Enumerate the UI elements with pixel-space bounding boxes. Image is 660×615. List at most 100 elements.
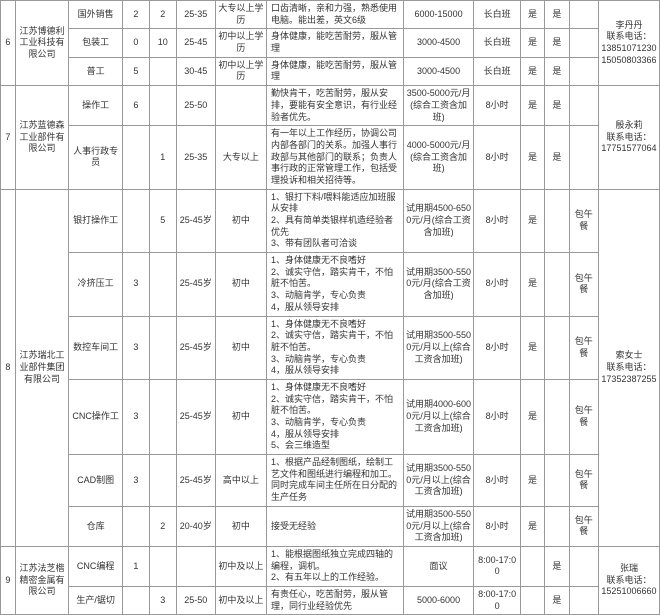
count-2 xyxy=(149,455,176,507)
flag-1: 是 xyxy=(520,86,544,126)
table-row: 7江苏蓝德森工业部件有限公司操作工625-50勤快肯干，吃苦耐劳，服从安排，要能… xyxy=(1,86,660,126)
age-range: 25-35 xyxy=(176,126,215,189)
contact: 张瑞联系电话：15251006660 xyxy=(598,546,659,614)
contact: 索女士联系电话：17352387255 xyxy=(598,189,659,546)
count-1: 0 xyxy=(123,29,150,57)
company-index: 9 xyxy=(1,546,16,614)
company-index: 6 xyxy=(1,1,16,86)
flag-2 xyxy=(545,455,569,507)
table-row: 人事行政专员125-35大专以上有一年以上工作经历，协调公司内部各部门的关系。加… xyxy=(1,126,660,189)
contact: 殷永莉联系电话：17751577064 xyxy=(598,86,659,190)
table-row: 包装工01025-45初中以上学历身体健康，能吃苦耐劳，服从管理3000-450… xyxy=(1,29,660,57)
flag-3: 包午餐 xyxy=(569,189,598,252)
shift: 8:00-17:00 xyxy=(474,546,520,586)
age-range: 25-50 xyxy=(176,586,215,614)
shift: 8小时 xyxy=(474,189,520,252)
job-title: 冷挤压工 xyxy=(69,253,123,316)
flag-2 xyxy=(545,253,569,316)
count-2: 1 xyxy=(149,126,176,189)
age-range xyxy=(176,546,215,586)
education: 初中 xyxy=(215,189,266,252)
flag-2: 是 xyxy=(545,1,569,29)
count-1: 3 xyxy=(123,316,150,379)
company-index: 8 xyxy=(1,189,16,546)
salary: 面议 xyxy=(403,546,474,586)
requirement: 身体健康，能吃苦耐劳，服从管理 xyxy=(267,29,404,57)
count-2: 2 xyxy=(149,506,176,546)
job-title: 银打操作工 xyxy=(69,189,123,252)
flag-3 xyxy=(569,57,598,85)
shift: 8小时 xyxy=(474,455,520,507)
requirement: 1、身体健康无不良嗜好2、诚实守信，踏实肯干，不怕脏不怕苦。3、动脑肯学，专心负… xyxy=(267,316,404,379)
flag-2 xyxy=(545,316,569,379)
flag-3: 包午餐 xyxy=(569,316,598,379)
count-1: 6 xyxy=(123,86,150,126)
salary: 试用期4000-6000元/月以上(综合工资含加班) xyxy=(403,379,474,454)
flag-3: 包午餐 xyxy=(569,379,598,454)
company-index: 7 xyxy=(1,86,16,190)
flag-1: 是 xyxy=(520,455,544,507)
requirement: 1、身体健康无不良嗜好2、诚实守信，踏实肯干，不怕脏不怕苦。3、动脑肯学，专心负… xyxy=(267,253,404,316)
requirement: 1、身体健康无不良嗜好2、诚实守信，踏实肯干，不怕脏不怕苦。3、动脑肯学，专心负… xyxy=(267,379,404,454)
count-2 xyxy=(149,57,176,85)
count-2 xyxy=(149,316,176,379)
flag-3 xyxy=(569,126,598,189)
shift: 8小时 xyxy=(474,126,520,189)
count-2 xyxy=(149,546,176,586)
flag-1: 是 xyxy=(520,126,544,189)
flag-1 xyxy=(520,546,544,586)
table-row: 冷挤压工325-45岁初中1、身体健康无不良嗜好2、诚实守信，踏实肯干，不怕脏不… xyxy=(1,253,660,316)
salary: 4000-5000元/月(综合工资含加班) xyxy=(403,126,474,189)
table-row: 9江苏法芝楷精密金属有限公司CNC编程1初中及以上1、能根据图纸独立完成四轴的编… xyxy=(1,546,660,586)
shift: 8小时 xyxy=(474,253,520,316)
shift: 8小时 xyxy=(474,379,520,454)
education: 初中 xyxy=(215,506,266,546)
flag-2: 是 xyxy=(545,546,569,586)
education: 高中以上 xyxy=(215,455,266,507)
table-row: 生产/锯切325-50初中及以上有责任心，吃苦耐劳，服从管理，同行业经验优先50… xyxy=(1,586,660,614)
count-1: 1 xyxy=(123,546,150,586)
table-row: CAD制图325-45岁高中以上1、根据产品经制图纸，绘制工艺文件和图纸进行编程… xyxy=(1,455,660,507)
job-title: 包装工 xyxy=(69,29,123,57)
salary: 试用期3500-5500元/月以上(综合工资含加班) xyxy=(403,506,474,546)
flag-1: 是 xyxy=(520,189,544,252)
education: 大专以上 xyxy=(215,126,266,189)
table-row: 普工530-45初中以上学历身体健康，能吃苦耐劳，服从管理3000-4500长白… xyxy=(1,57,660,85)
flag-2: 是 xyxy=(545,586,569,614)
flag-2: 是 xyxy=(545,86,569,126)
count-2: 3 xyxy=(149,586,176,614)
education: 初中 xyxy=(215,379,266,454)
requirement: 1、银打下料/喂料能适应加班服从安排2、具有简单类银样机造经验者优先3、带有团队… xyxy=(267,189,404,252)
age-range: 25-45岁 xyxy=(176,316,215,379)
salary: 5000-6000 xyxy=(403,586,474,614)
salary: 试用期3500-5500元/月(综合工资含加班) xyxy=(403,253,474,316)
salary: 3000-4500 xyxy=(403,29,474,57)
flag-1: 是 xyxy=(520,1,544,29)
flag-3: 包午餐 xyxy=(569,253,598,316)
count-2 xyxy=(149,379,176,454)
education: 初中 xyxy=(215,316,266,379)
education: 初中及以上 xyxy=(215,586,266,614)
flag-1: 是 xyxy=(520,57,544,85)
job-title: 操作工 xyxy=(69,86,123,126)
count-1 xyxy=(123,506,150,546)
table-row: CNC操作工325-45岁初中1、身体健康无不良嗜好2、诚实守信，踏实肯干，不怕… xyxy=(1,379,660,454)
shift: 8小时 xyxy=(474,316,520,379)
shift: 8:00-17:00 xyxy=(474,586,520,614)
contact: 李丹丹联系电话：1385107123015050803366 xyxy=(598,1,659,86)
job-title: 国外销售 xyxy=(69,1,123,29)
flag-3: 包午餐 xyxy=(569,455,598,507)
count-1: 5 xyxy=(123,57,150,85)
requirement: 1、能根据图纸独立完成四轴的编程，调机。2、有五年以上的工作经验。 xyxy=(267,546,404,586)
table-row: 数控车间工325-45岁初中1、身体健康无不良嗜好2、诚实守信，踏实肯干，不怕脏… xyxy=(1,316,660,379)
flag-3: 包午餐 xyxy=(569,506,598,546)
job-title: CNC操作工 xyxy=(69,379,123,454)
count-1 xyxy=(123,189,150,252)
table-row: 6江苏博德利工业科技有限公司国外销售2225-35大专以上学历口齿清晰，亲和力强… xyxy=(1,1,660,29)
salary: 6000-15000 xyxy=(403,1,474,29)
education: 初中以上学历 xyxy=(215,57,266,85)
salary: 试用期4500-6500元/月(综合工资含加班) xyxy=(403,189,474,252)
salary: 3500-5000元/月(综合工资含加班) xyxy=(403,86,474,126)
age-range: 25-45岁 xyxy=(176,189,215,252)
flag-3 xyxy=(569,29,598,57)
